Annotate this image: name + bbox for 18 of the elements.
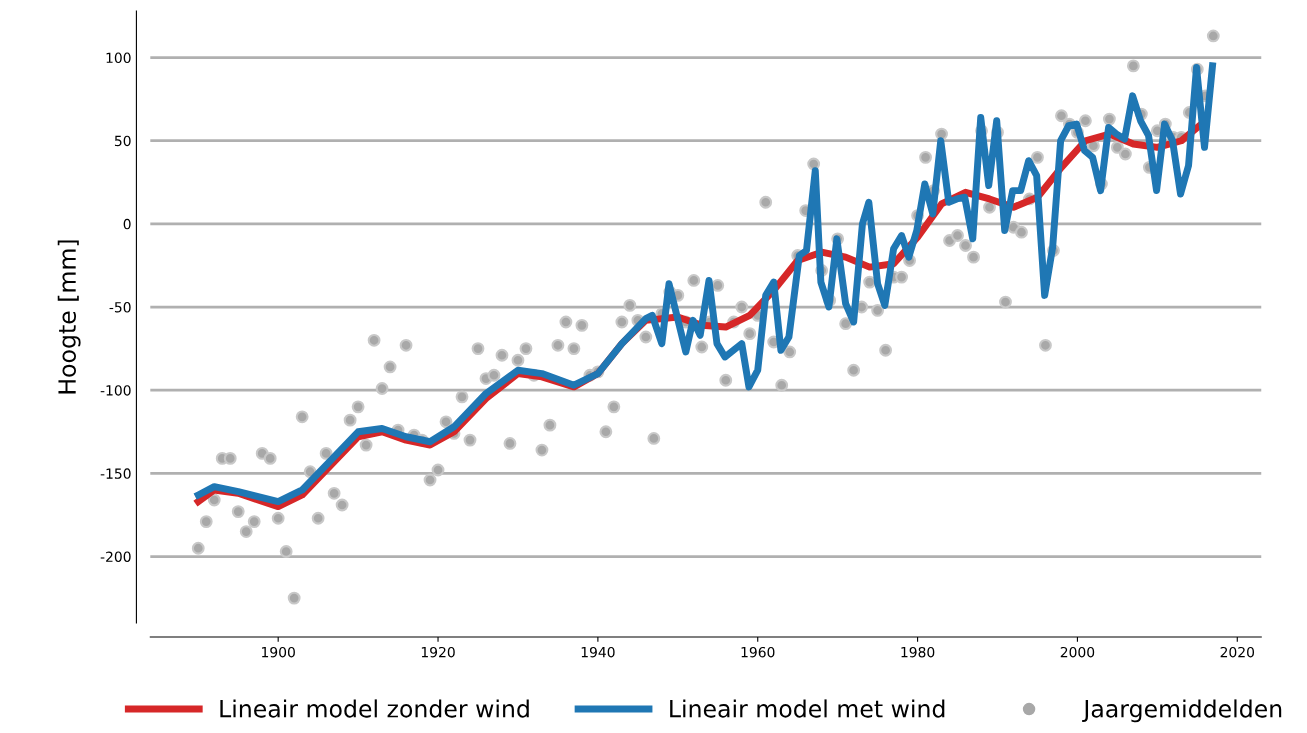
y-tick-label: 100 [106, 52, 131, 64]
legend-label: Lineair model zonder wind [220, 699, 529, 718]
y-tick-label: 50 [114, 135, 131, 147]
x-tick-label: 2000 [1060, 646, 1095, 658]
x-tick-label: 1980 [901, 646, 935, 658]
y-tick-label: -100 [100, 385, 131, 396]
y-axis-title: Hoogte [mm] [57, 240, 81, 394]
y-tick-label: -150 [100, 468, 131, 479]
x-tick-label: 1960 [741, 646, 775, 658]
y-tick-label: -200 [100, 551, 131, 562]
legend-label: Lineair model met wind [670, 699, 945, 718]
y-tick-label: -50 [109, 302, 131, 313]
x-tick-label: 1940 [581, 646, 615, 658]
x-tick-label: 2020 [1220, 646, 1255, 658]
legend-label: Jaargemiddelden [1082, 699, 1282, 723]
x-tick-label: 1900 [262, 646, 295, 658]
x-tick-label: 1920 [421, 646, 455, 658]
y-tick-label: 0 [123, 218, 131, 230]
